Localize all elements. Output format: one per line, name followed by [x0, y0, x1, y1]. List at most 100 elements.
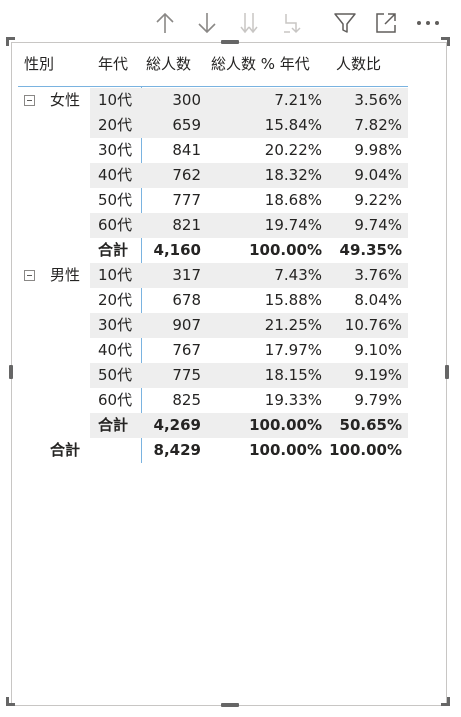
table-row: 30代 907 21.25% 10.76% [18, 313, 408, 338]
ratio-cell: 100.00% [329, 441, 402, 459]
age-cell: 20代 [98, 291, 133, 309]
table-row: 20代 678 15.88% 8.04% [18, 288, 408, 313]
subtotal-row: 合計 4,160 100.00% 49.35% [18, 238, 408, 263]
ratio-cell: 9.74% [354, 216, 402, 234]
pct-age-cell: 17.97% [264, 341, 322, 359]
total-cell: 775 [172, 366, 201, 384]
resize-handle-left[interactable] [9, 365, 13, 379]
ratio-cell: 9.04% [354, 166, 402, 184]
resize-handle-right[interactable] [445, 365, 449, 379]
filter-icon[interactable] [332, 10, 358, 36]
age-cell: 10代 [98, 91, 133, 109]
resize-handle-top-right[interactable] [441, 37, 450, 46]
ratio-cell: 9.79% [354, 391, 402, 409]
table-row: 40代 767 17.97% 9.10% [18, 338, 408, 363]
age-cell: 50代 [98, 366, 133, 384]
total-cell: 4,160 [153, 241, 201, 259]
resize-handle-top[interactable] [221, 40, 239, 44]
pct-age-cell: 7.43% [274, 266, 322, 284]
pct-age-cell: 100.00% [249, 441, 322, 459]
subtotal-label: 合計 [98, 241, 129, 259]
column-header-total[interactable]: 総人数 [146, 55, 192, 73]
collapse-icon[interactable] [24, 95, 35, 106]
table-row: 10代 300 7.21% 3.56% [18, 88, 408, 113]
pct-age-cell: 7.21% [274, 91, 322, 109]
age-cell: 20代 [98, 116, 133, 134]
row-group-label: 男性 [50, 266, 81, 284]
total-cell: 317 [172, 266, 201, 284]
ratio-cell: 3.76% [354, 266, 402, 284]
table-row: 40代 762 18.32% 9.04% [18, 163, 408, 188]
pct-age-cell: 21.25% [264, 316, 322, 334]
ratio-cell: 7.82% [354, 116, 402, 134]
resize-handle-top-left[interactable] [6, 37, 15, 46]
pct-age-cell: 20.22% [264, 141, 322, 159]
pct-age-cell: 18.68% [264, 191, 322, 209]
age-cell: 60代 [98, 216, 133, 234]
age-cell: 50代 [98, 191, 133, 209]
pct-age-cell: 18.32% [264, 166, 322, 184]
pct-age-cell: 19.74% [264, 216, 322, 234]
pct-age-cell: 100.00% [249, 416, 322, 434]
total-cell: 659 [172, 116, 201, 134]
double-arrow-down-icon[interactable] [236, 10, 262, 36]
expand-hierarchy-icon[interactable] [278, 10, 304, 36]
ratio-cell: 3.56% [354, 91, 402, 109]
pct-age-cell: 18.15% [264, 366, 322, 384]
table-row: 20代 659 15.84% 7.82% [18, 113, 408, 138]
resize-handle-bottom-right[interactable] [441, 697, 450, 706]
ratio-cell: 9.98% [354, 141, 402, 159]
table-row: 50代 775 18.15% 9.19% [18, 363, 408, 388]
more-options-icon[interactable] [415, 10, 441, 36]
header-divider [18, 86, 408, 87]
age-cell: 40代 [98, 341, 133, 359]
table-row: 60代 821 19.74% 9.74% [18, 213, 408, 238]
column-header-pct-age[interactable]: 総人数 % 年代 [211, 55, 310, 73]
column-header-ratio[interactable]: 人数比 [336, 55, 382, 73]
resize-handle-bottom-left[interactable] [6, 697, 15, 706]
subtotal-label: 合計 [98, 416, 129, 434]
ratio-cell: 9.19% [354, 366, 402, 384]
resize-handle-bottom[interactable] [221, 703, 239, 707]
focus-mode-icon[interactable] [373, 10, 399, 36]
age-cell: 10代 [98, 266, 133, 284]
arrow-up-icon[interactable] [152, 10, 178, 36]
age-cell: 60代 [98, 391, 133, 409]
ratio-cell: 49.35% [339, 241, 402, 259]
pct-age-cell: 19.33% [264, 391, 322, 409]
pct-age-cell: 100.00% [249, 241, 322, 259]
age-cell: 30代 [98, 316, 133, 334]
grand-total-label: 合計 [50, 441, 81, 459]
table-row: 60代 825 19.33% 9.79% [18, 388, 408, 413]
arrow-down-icon[interactable] [194, 10, 220, 36]
total-cell: 841 [172, 141, 201, 159]
age-cell: 40代 [98, 166, 133, 184]
total-cell: 825 [172, 391, 201, 409]
visual-header-toolbar [0, 0, 461, 42]
total-cell: 762 [172, 166, 201, 184]
ratio-cell: 9.10% [354, 341, 402, 359]
total-cell: 907 [172, 316, 201, 334]
ratio-cell: 50.65% [339, 416, 402, 434]
column-header-gender[interactable]: 性別 [24, 55, 55, 73]
total-cell: 8,429 [153, 441, 201, 459]
ratio-cell: 8.04% [354, 291, 402, 309]
total-cell: 767 [172, 341, 201, 359]
table-row: 10代 317 7.43% 3.76% [18, 263, 408, 288]
total-cell: 4,269 [153, 416, 201, 434]
grand-total-row: 合計 8,429 100.00% 100.00% [18, 438, 408, 463]
ratio-cell: 10.76% [344, 316, 402, 334]
total-cell: 678 [172, 291, 201, 309]
total-cell: 300 [172, 91, 201, 109]
collapse-icon[interactable] [24, 270, 35, 281]
table-row: 50代 777 18.68% 9.22% [18, 188, 408, 213]
column-header-age[interactable]: 年代 [98, 55, 129, 73]
pct-age-cell: 15.88% [264, 291, 322, 309]
ratio-cell: 9.22% [354, 191, 402, 209]
age-cell: 30代 [98, 141, 133, 159]
total-cell: 821 [172, 216, 201, 234]
table-row: 30代 841 20.22% 9.98% [18, 138, 408, 163]
row-group-label: 女性 [50, 91, 81, 109]
pct-age-cell: 15.84% [264, 116, 322, 134]
total-cell: 777 [172, 191, 201, 209]
